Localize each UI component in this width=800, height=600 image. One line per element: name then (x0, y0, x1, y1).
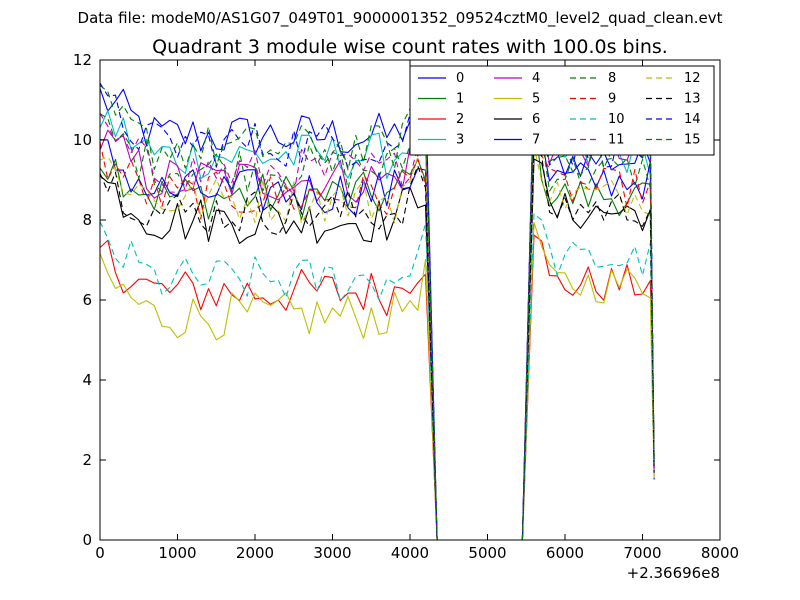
series-line-5 (99, 221, 655, 541)
legend-label-8: 8 (608, 71, 616, 86)
legend-label-3: 3 (456, 133, 464, 148)
y-tick-label: 0 (82, 531, 92, 549)
x-tick-label: 5000 (468, 544, 506, 562)
legend-label-11: 11 (608, 133, 625, 148)
legend-label-15: 15 (684, 133, 701, 148)
x-tick-label: 4000 (391, 544, 429, 562)
series-line-8 (99, 107, 655, 541)
x-tick-label: 0 (95, 544, 105, 562)
legend-label-0: 0 (456, 71, 464, 86)
y-tick-label: 4 (82, 371, 92, 389)
legend-label-14: 14 (684, 112, 701, 127)
legend-label-13: 13 (684, 92, 701, 107)
y-tick-label: 2 (82, 451, 92, 469)
series-line-13 (99, 141, 655, 541)
y-tick-label: 6 (82, 291, 92, 309)
x-tick-label: 7000 (623, 544, 661, 562)
axes: 0 1000 2000 3000 4000 5000 6000 7000 80000246810… (73, 51, 739, 582)
series-line-9 (99, 131, 655, 541)
y-tick-label: 8 (82, 211, 92, 229)
x-tick-label: 1000 (158, 544, 196, 562)
legend-label-4: 4 (532, 71, 540, 86)
x-offset-label: +2.36696e8 (627, 564, 720, 582)
legend-label-1: 1 (456, 92, 464, 107)
series-line-10 (99, 213, 655, 541)
chart-title: Quadrant 3 module wise count rates with … (152, 36, 668, 58)
figure-supertitle: Data file: modeM0/AS1G07_049T01_90000013… (77, 9, 723, 27)
series-line-12 (99, 146, 655, 541)
series-line-2 (99, 234, 655, 541)
legend-label-2: 2 (456, 112, 464, 127)
series-line-0 (99, 84, 655, 541)
legend-label-10: 10 (608, 112, 625, 127)
legend-label-6: 6 (532, 112, 540, 127)
legend-label-12: 12 (684, 71, 701, 86)
x-tick-label: 2000 (236, 544, 274, 562)
y-tick-label: 10 (73, 131, 92, 149)
legend-box (409, 65, 715, 156)
series-line-7 (99, 119, 655, 541)
y-tick-label: 12 (73, 51, 92, 69)
series-line-15 (99, 84, 655, 541)
x-tick-label: 8000 (701, 544, 739, 562)
legend-label-7: 7 (532, 133, 540, 148)
legend-label-5: 5 (532, 92, 540, 107)
x-tick-label: 6000 (546, 544, 584, 562)
legend-label-9: 9 (608, 92, 616, 107)
series-line-6 (99, 158, 655, 541)
x-tick-label: 3000 (313, 544, 351, 562)
